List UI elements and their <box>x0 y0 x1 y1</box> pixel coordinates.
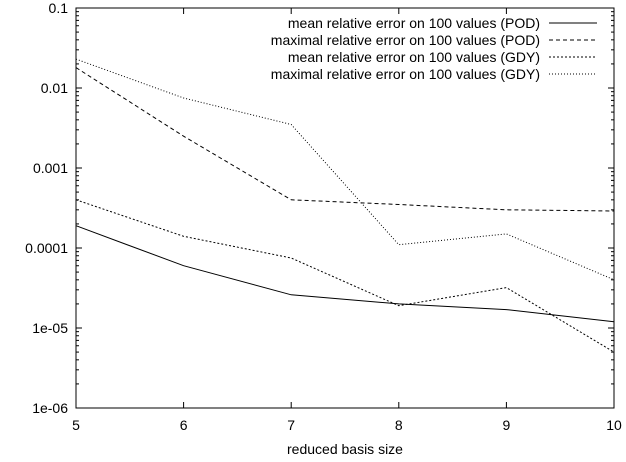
legend-label: mean relative error on 100 values (GDY) <box>288 49 540 65</box>
x-tick-label: 10 <box>606 417 622 433</box>
y-tick-label: 0.1 <box>49 0 69 16</box>
series-line <box>75 199 615 353</box>
legend-label: maximal relative error on 100 values (GD… <box>271 66 540 82</box>
series-line <box>75 67 615 212</box>
x-tick-label: 9 <box>503 417 511 433</box>
x-tick-label: 7 <box>287 417 295 433</box>
y-tick-label: 0.0001 <box>25 240 68 256</box>
plot-frame <box>75 7 615 409</box>
y-tick-label: 1e-06 <box>32 400 68 416</box>
x-axis-label: reduced basis size <box>287 441 403 457</box>
y-tick-label: 1e-05 <box>32 320 68 336</box>
legend: mean relative error on 100 values (POD)m… <box>271 15 597 82</box>
series-line <box>75 225 615 323</box>
y-tick-label: 0.01 <box>41 80 68 96</box>
x-tick-label: 8 <box>395 417 403 433</box>
axis-ticks: 1e-06 1e-05 0.0001 0.001 0.01 0.1 5 6 7 8 9 10 <box>25 0 622 433</box>
x-tick-label: 6 <box>180 417 188 433</box>
series-line <box>75 58 615 281</box>
series-lines <box>75 58 615 353</box>
y-tick-label: 0.001 <box>33 160 68 176</box>
x-tick-label: 5 <box>72 417 80 433</box>
legend-label: mean relative error on 100 values (POD) <box>288 15 540 31</box>
legend-label: maximal relative error on 100 values (PO… <box>271 32 540 48</box>
